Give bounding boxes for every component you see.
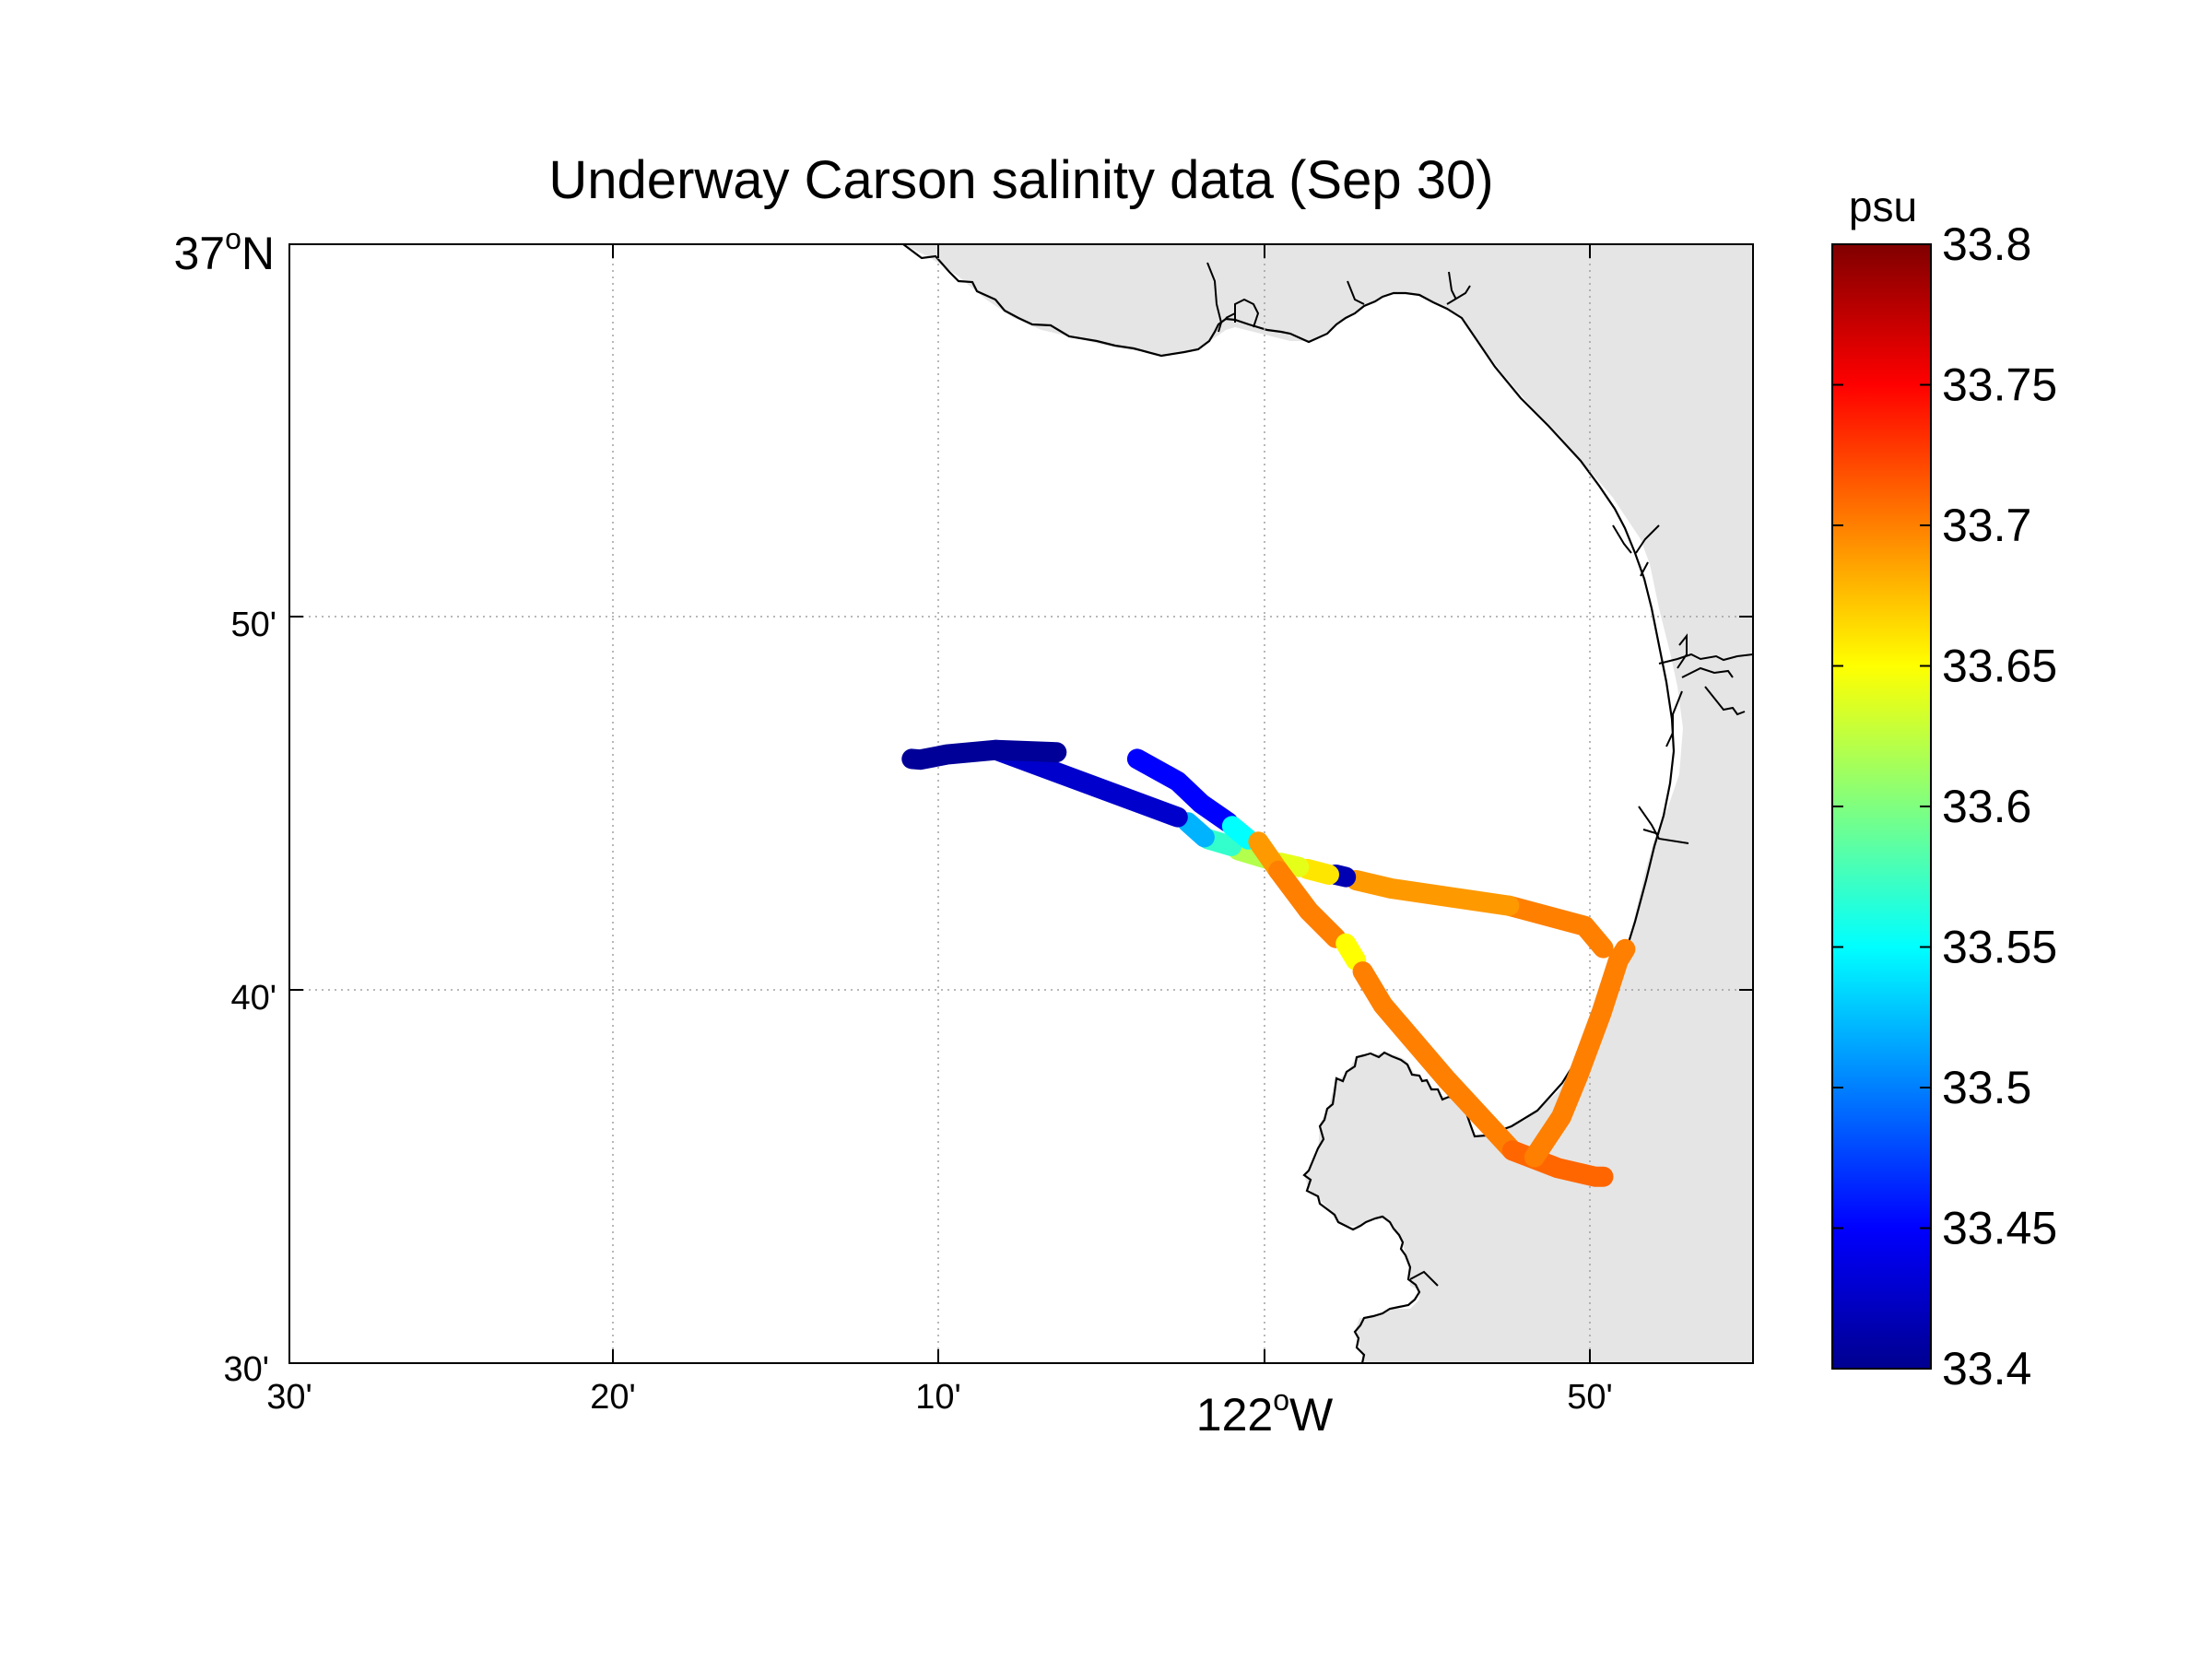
x-tick-label-50: 50' (1567, 1378, 1613, 1417)
colorbar-tick-label-4: 33.6 (1942, 781, 2031, 832)
colorbar-tick-label-2: 33.7 (1942, 500, 2031, 551)
grid-lines (289, 244, 1753, 1363)
x-tick-label-30: 30' (266, 1378, 312, 1417)
land-layer (902, 244, 1753, 1363)
rivers (1206, 262, 1753, 1287)
x-tick-label-10: 10' (915, 1378, 961, 1417)
colorbar-tick-label-7: 33.45 (1942, 1203, 2057, 1254)
ship-track (901, 739, 1636, 1187)
track-segment-9 (901, 739, 1067, 771)
colorbar-tick-label-5: 33.55 (1942, 922, 2057, 973)
y-tick-label-50: 50' (230, 606, 276, 644)
y-tick-label-37n: 37oN (173, 222, 275, 279)
coastline (902, 244, 1676, 1363)
y-tick-label-40: 40' (230, 979, 276, 1018)
track-segment-15 (1352, 961, 1523, 1161)
track-segment-13 (1268, 860, 1347, 948)
x-tick-label-122w: 122oW (1196, 1383, 1334, 1441)
colorbar-tick-label-1: 33.75 (1942, 359, 2057, 411)
map-axes-frame (288, 243, 1754, 1364)
track-segment-7 (1177, 812, 1215, 848)
colorbar-unit-label: psu (1849, 182, 1917, 230)
colorbar-ticks: 33.8 33.75 33.7 33.65 33.6 33.55 33.5 33.45 33.4 (1832, 218, 2057, 1394)
colorbar-tick-label-6: 33.5 (1942, 1062, 2031, 1113)
chart-title: Underway Carson salinity data (Sep 30) (548, 150, 1493, 210)
colorbar-tick-label-8: 33.4 (1942, 1343, 2031, 1394)
track-segment-3 (1297, 858, 1339, 885)
track-segment-11 (1221, 816, 1259, 850)
tick-marks (289, 244, 1753, 1363)
land-north-santa-cruz (903, 244, 1753, 1363)
colorbar-gradient (1832, 244, 1931, 1369)
track-segment-14 (1335, 933, 1367, 971)
colorbar-tick-label-0: 33.8 (1942, 218, 2031, 270)
colorbar-tick-label-3: 33.65 (1942, 641, 2057, 692)
track-segment-0 (1499, 895, 1614, 959)
track-segment-10 (1126, 748, 1239, 833)
x-tick-label-20: 20' (590, 1378, 636, 1417)
y-tick-label-30: 30' (223, 1350, 269, 1389)
track-segment-1 (1346, 870, 1520, 916)
track-segment-17 (1524, 938, 1636, 1168)
